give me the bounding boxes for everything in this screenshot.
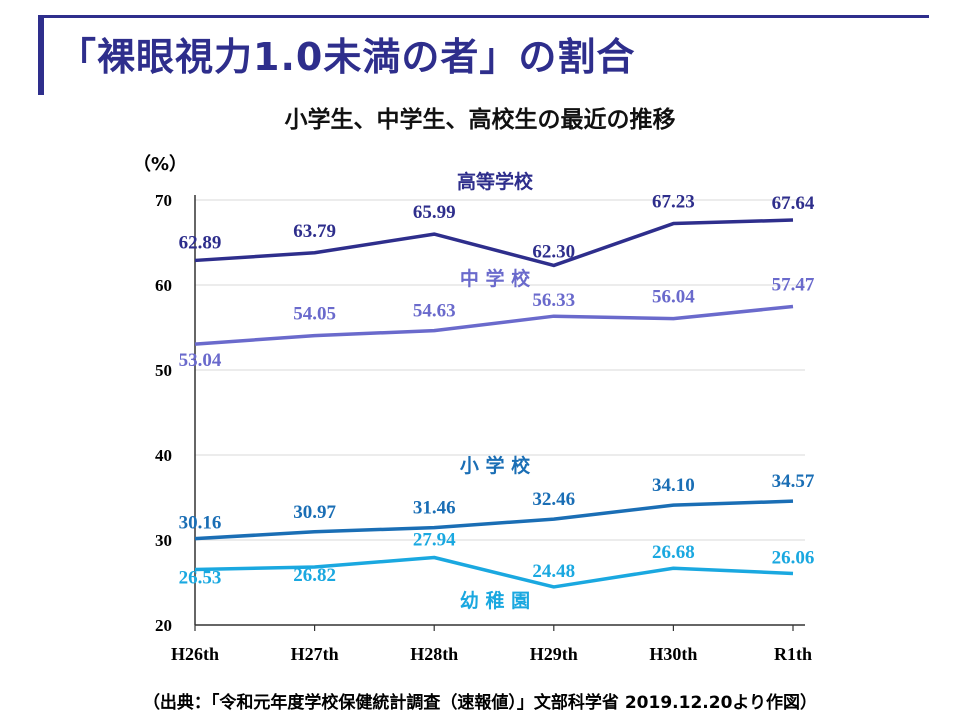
data-label: 26.53: [179, 567, 222, 588]
y-tick-label: 60: [155, 276, 172, 295]
series-line-1: [194, 304, 794, 346]
data-label: 27.94: [413, 530, 456, 551]
data-label: 62.89: [179, 232, 222, 253]
y-tick-label: 70: [155, 191, 172, 210]
series-line-3: [194, 555, 794, 589]
title-accent-bar: [38, 15, 44, 95]
data-label: 30.97: [293, 502, 336, 523]
data-label: 26.68: [652, 542, 695, 563]
series-name-label: 小 学 校: [460, 454, 531, 477]
y-axis-label: （%）: [133, 154, 187, 175]
data-label: 26.82: [293, 565, 336, 586]
data-label: 56.04: [652, 287, 695, 308]
y-tick-label: 40: [155, 446, 172, 465]
data-label: 54.63: [413, 301, 456, 322]
data-label: 31.46: [413, 498, 456, 519]
x-tick-label: H27th: [291, 644, 339, 664]
data-label: 67.23: [652, 192, 695, 213]
data-label: 57.47: [772, 275, 815, 296]
data-label: 30.16: [179, 513, 222, 534]
y-tick-label: 30: [155, 531, 172, 550]
x-tick-label: H28th: [410, 644, 458, 664]
chart-subtitle: 小学生、中学生、高校生の最近の推移: [284, 107, 676, 133]
x-tick-label: R1th: [774, 644, 812, 664]
x-tick-label: H30th: [649, 644, 697, 664]
data-label: 65.99: [413, 202, 456, 223]
data-label: 24.48: [532, 561, 575, 582]
data-label: 34.10: [652, 475, 695, 496]
x-tick-label: H26th: [171, 644, 219, 664]
data-label: 67.64: [772, 193, 815, 214]
x-tick-label: H29th: [530, 644, 578, 664]
title-accent-line: [44, 15, 929, 18]
data-label: 53.04: [179, 350, 222, 371]
data-label: 63.79: [293, 221, 336, 242]
data-label: 54.05: [293, 304, 336, 325]
data-label: 62.30: [532, 241, 575, 262]
data-label: 32.46: [532, 489, 575, 510]
series-name-label: 幼 稚 園: [460, 589, 530, 612]
series-line-0: [194, 218, 794, 268]
series-name-label: 中 学 校: [460, 267, 531, 290]
data-label: 56.33: [532, 290, 575, 311]
y-tick-label: 20: [155, 616, 172, 635]
y-tick-label: 50: [155, 361, 172, 380]
series-name-label: 高等学校: [457, 170, 534, 193]
source-note: （出典：「令和元年度学校保健統計調査（速報値）」文部科学省 2019.12.20…: [142, 693, 818, 713]
data-label: 26.06: [772, 547, 815, 568]
page-title: 「裸眼視力1.0未満の者」の割合: [58, 35, 636, 79]
data-label: 34.57: [772, 471, 815, 492]
series-line-2: [194, 499, 794, 541]
